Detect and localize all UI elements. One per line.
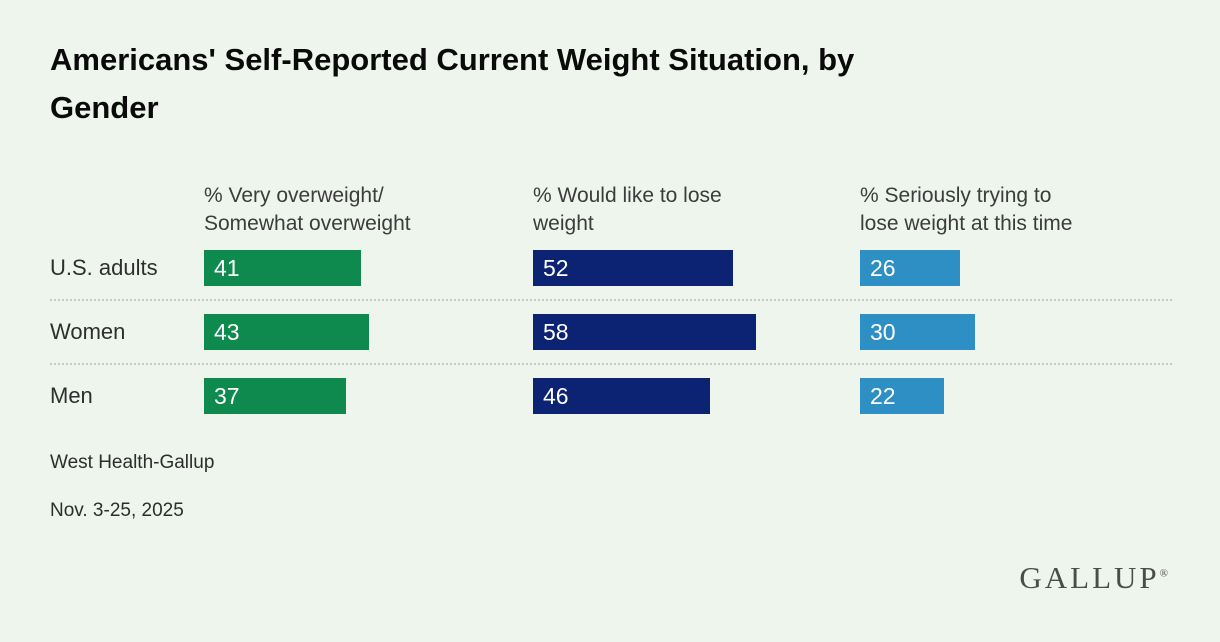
- bar-cell: 58: [533, 314, 860, 350]
- bar-value-label: 26: [870, 254, 896, 281]
- chart-title: Americans' Self-Reported Current Weight …: [50, 42, 855, 126]
- source-text: West Health-Gallup: [50, 452, 215, 473]
- bar-value-label: 22: [870, 382, 896, 409]
- column-header-seriously-trying: % Seriously trying to lose weight at thi…: [860, 184, 1073, 235]
- bar: 58: [533, 314, 756, 350]
- bar-cell: 41: [204, 250, 533, 286]
- bar: 22: [860, 378, 945, 414]
- chart-row: Women 43 58 30: [50, 301, 1172, 365]
- bar: 41: [204, 250, 362, 286]
- date-range-text: Nov. 3-25, 2025: [50, 500, 184, 521]
- column-header-overweight: % Very overweight/ Somewhat overweight: [204, 184, 411, 235]
- bar-value-label: 52: [543, 254, 569, 281]
- row-label: U.S. adults: [50, 255, 158, 280]
- bar: 43: [204, 314, 370, 350]
- bar: 30: [860, 314, 976, 350]
- gallup-logo-text: GALLUP: [1019, 560, 1160, 595]
- bar-value-label: 46: [543, 382, 569, 409]
- bar-value-label: 41: [214, 254, 240, 281]
- bar-cell: 37: [204, 378, 533, 414]
- gallup-logo: GALLUP®: [1019, 560, 1168, 596]
- bar: 52: [533, 250, 733, 286]
- chart-rows: U.S. adults 41 52 26 Women 43 58 30 Men …: [50, 237, 1172, 427]
- bar-cell: 46: [533, 378, 860, 414]
- header-spacer: [50, 182, 204, 238]
- bar-cell: 26: [860, 250, 1172, 286]
- registered-mark: ®: [1159, 567, 1168, 580]
- bar-value-label: 58: [543, 318, 569, 345]
- bar: 37: [204, 378, 347, 414]
- bar-value-label: 43: [214, 318, 240, 345]
- chart-row: U.S. adults 41 52 26: [50, 237, 1172, 301]
- bar: 26: [860, 250, 960, 286]
- bar-value-label: 37: [214, 382, 240, 409]
- row-label: Men: [50, 383, 93, 408]
- column-headers: % Very overweight/ Somewhat overweight %…: [50, 182, 1172, 238]
- bar: 46: [533, 378, 710, 414]
- column-header-lose-weight: % Would like to lose weight: [533, 184, 722, 235]
- bar-cell: 30: [860, 314, 1172, 350]
- row-label: Women: [50, 319, 126, 344]
- bar-cell: 43: [204, 314, 533, 350]
- bar-cell: 52: [533, 250, 860, 286]
- bar-cell: 22: [860, 378, 1172, 414]
- bar-value-label: 30: [870, 318, 896, 345]
- chart-row: Men 37 46 22: [50, 365, 1172, 427]
